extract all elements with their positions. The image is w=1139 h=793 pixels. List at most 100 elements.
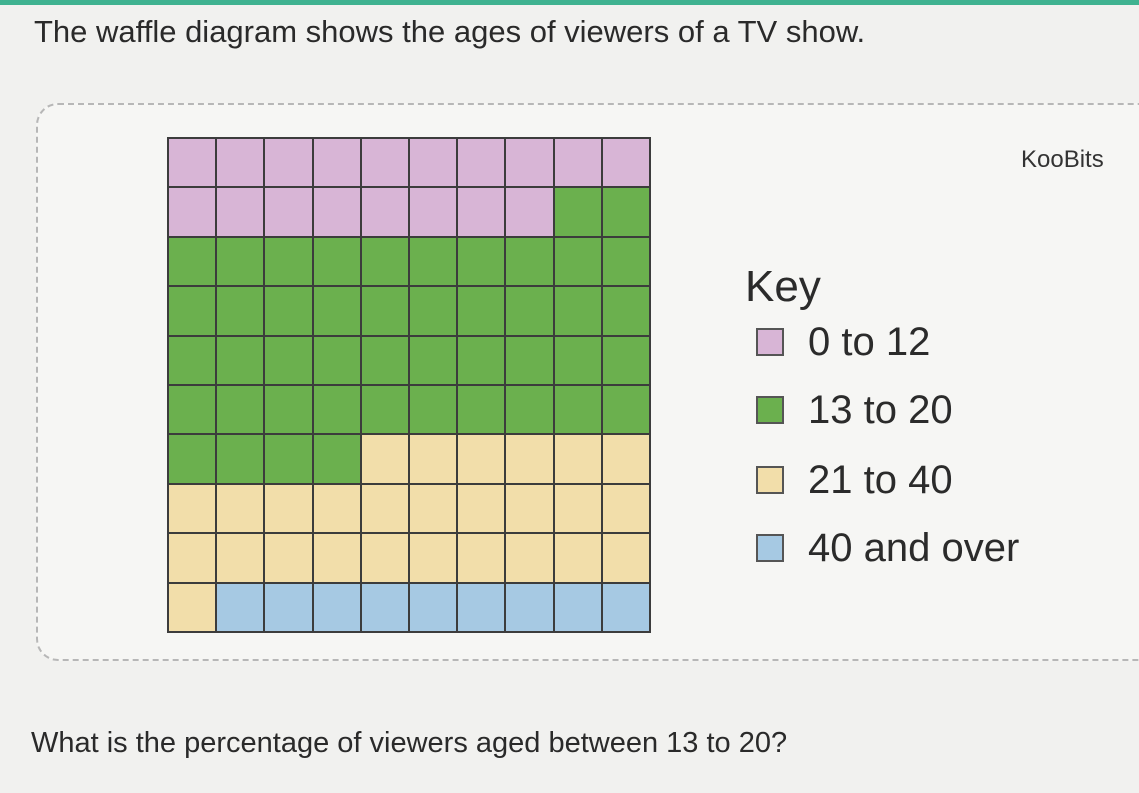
waffle-cell-21-to-40	[410, 484, 457, 533]
waffle-cell-0-to-12	[506, 188, 553, 236]
waffle-cell-21-to-40	[217, 484, 264, 533]
waffle-cell-13-to-20	[602, 287, 649, 335]
waffle-cell-13-to-20	[313, 336, 360, 384]
waffle-cell-13-to-20	[217, 435, 264, 483]
waffle-cell-13-to-20	[410, 237, 457, 286]
waffle-cell-13-to-20	[361, 386, 408, 434]
waffle-cell-13-to-20	[458, 237, 505, 286]
waffle-cell-13-to-20	[458, 336, 505, 384]
waffle-cell-0-to-12	[602, 139, 649, 187]
waffle-cell-21-to-40	[506, 484, 553, 533]
waffle-cell-13-to-20	[410, 336, 457, 384]
key-item-13-to-20: 13 to 20	[756, 388, 953, 432]
key-item-21-to-40: 21 to 40	[756, 458, 953, 502]
waffle-cell-0-to-12	[169, 139, 216, 187]
waffle-cell-0-to-12	[410, 188, 457, 236]
waffle-cell-13-to-20	[361, 336, 408, 384]
waffle-cell-21-to-40	[361, 534, 408, 582]
waffle-cell-13-to-20	[361, 237, 408, 286]
waffle-cell-40-and-over	[217, 583, 264, 631]
waffle-cell-0-to-12	[265, 139, 312, 187]
waffle-cell-13-to-20	[506, 237, 553, 286]
waffle-cell-21-to-40	[410, 435, 457, 483]
waffle-cell-13-to-20	[265, 386, 312, 434]
waffle-cell-13-to-20	[361, 287, 408, 335]
waffle-cell-40-and-over	[554, 583, 601, 631]
key-label: 21 to 40	[808, 457, 953, 502]
waffle-cell-13-to-20	[554, 336, 601, 384]
waffle-cell-0-to-12	[506, 139, 553, 187]
key-swatch-21-to-40	[756, 466, 784, 494]
waffle-cell-21-to-40	[265, 484, 312, 533]
waffle-cell-13-to-20	[217, 386, 264, 434]
waffle-cell-21-to-40	[169, 484, 216, 533]
key-label: 13 to 20	[808, 387, 953, 432]
waffle-cell-13-to-20	[265, 287, 312, 335]
waffle-cell-0-to-12	[458, 139, 505, 187]
waffle-cell-13-to-20	[169, 336, 216, 384]
waffle-cell-13-to-20	[506, 287, 553, 335]
waffle-cell-21-to-40	[602, 534, 649, 582]
waffle-cell-13-to-20	[554, 287, 601, 335]
waffle-cell-13-to-20	[169, 386, 216, 434]
waffle-cell-13-to-20	[265, 435, 312, 483]
waffle-cell-13-to-20	[554, 386, 601, 434]
waffle-cell-0-to-12	[217, 139, 264, 187]
key-swatch-40-and-over	[756, 534, 784, 562]
waffle-cell-21-to-40	[554, 534, 601, 582]
waffle-cell-21-to-40	[410, 534, 457, 582]
waffle-cell-0-to-12	[313, 188, 360, 236]
waffle-cell-13-to-20	[458, 287, 505, 335]
waffle-cell-13-to-20	[506, 336, 553, 384]
waffle-cell-40-and-over	[458, 583, 505, 631]
waffle-cell-13-to-20	[169, 287, 216, 335]
waffle-cell-40-and-over	[361, 583, 408, 631]
waffle-cell-21-to-40	[458, 534, 505, 582]
waffle-cell-0-to-12	[554, 139, 601, 187]
top-accent-band	[0, 0, 1139, 5]
waffle-cell-0-to-12	[313, 139, 360, 187]
waffle-cell-21-to-40	[169, 583, 216, 631]
key-swatch-13-to-20	[756, 396, 784, 424]
waffle-cell-13-to-20	[506, 386, 553, 434]
waffle-cell-13-to-20	[265, 336, 312, 384]
waffle-cell-13-to-20	[169, 435, 216, 483]
waffle-cell-21-to-40	[458, 435, 505, 483]
waffle-cell-13-to-20	[217, 287, 264, 335]
waffle-cell-13-to-20	[313, 237, 360, 286]
waffle-cell-13-to-20	[313, 386, 360, 434]
waffle-cell-0-to-12	[217, 188, 264, 236]
waffle-cell-13-to-20	[410, 386, 457, 434]
waffle-cell-21-to-40	[217, 534, 264, 582]
waffle-cell-21-to-40	[169, 534, 216, 582]
question-text: What is the percentage of viewers aged b…	[31, 727, 788, 759]
waffle-cell-0-to-12	[410, 139, 457, 187]
waffle-cell-0-to-12	[458, 188, 505, 236]
key-item-40-and-over: 40 and over	[756, 526, 1019, 570]
brand-label: KooBits	[1021, 146, 1104, 173]
waffle-cell-13-to-20	[458, 386, 505, 434]
question-title: The waffle diagram shows the ages of vie…	[34, 14, 866, 49]
key-label: 0 to 12	[808, 319, 931, 364]
waffle-cell-21-to-40	[313, 484, 360, 533]
waffle-cell-40-and-over	[313, 583, 360, 631]
waffle-cell-40-and-over	[410, 583, 457, 631]
waffle-cell-13-to-20	[217, 336, 264, 384]
waffle-cell-13-to-20	[602, 336, 649, 384]
waffle-cell-13-to-20	[554, 237, 601, 286]
waffle-cell-21-to-40	[506, 534, 553, 582]
waffle-cell-13-to-20	[265, 237, 312, 286]
waffle-diagram	[167, 137, 651, 633]
waffle-cell-13-to-20	[602, 386, 649, 434]
waffle-cell-13-to-20	[410, 287, 457, 335]
waffle-cell-21-to-40	[265, 534, 312, 582]
key-label: 40 and over	[808, 525, 1020, 570]
waffle-cell-21-to-40	[458, 484, 505, 533]
waffle-cell-21-to-40	[602, 435, 649, 483]
waffle-cell-40-and-over	[265, 583, 312, 631]
key-swatch-0-to-12	[756, 328, 784, 356]
waffle-cell-0-to-12	[361, 188, 408, 236]
waffle-cell-21-to-40	[313, 534, 360, 582]
waffle-cell-13-to-20	[554, 188, 601, 236]
waffle-cell-13-to-20	[313, 287, 360, 335]
